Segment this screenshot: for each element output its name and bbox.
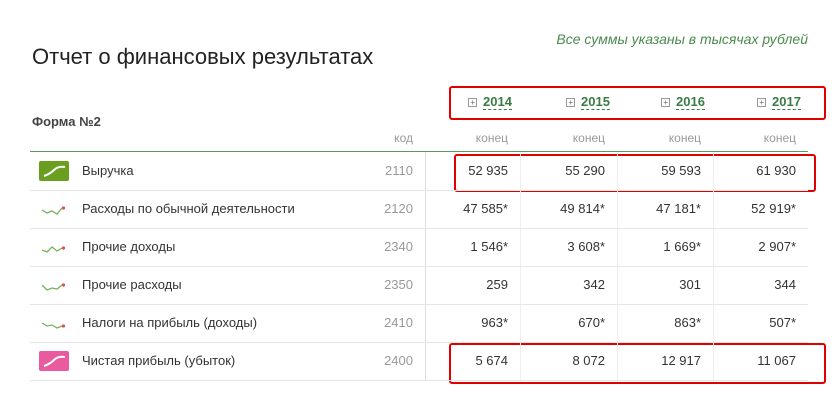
value-cell: 1 546* [470,239,508,254]
value-cell: 11 067 [757,353,796,368]
year-header[interactable]: +2014 [460,94,520,110]
period-header: конец [763,131,796,145]
row-name: Прочие доходы [82,239,176,254]
value-cell: 12 917 [661,353,701,368]
row-code: 2120 [384,201,413,216]
year-link[interactable]: 2014 [483,94,512,110]
year-link[interactable]: 2017 [772,94,801,110]
page-title: Отчет о финансовых результатах [32,44,374,69]
value-cell: 52 919* [751,201,796,216]
year-header[interactable]: +2015 [558,94,618,110]
value-cell: 52 935 [468,163,508,178]
row-icon [41,246,66,253]
value-cell: 963* [481,315,508,330]
row-icon [41,322,66,329]
row-separator [30,266,808,267]
value-cell: 301 [679,277,701,292]
period-header: конец [668,131,701,145]
value-cell: 49 814* [560,201,605,216]
row-separator [30,304,808,305]
value-cell: 670* [578,315,605,330]
row-separator [30,342,808,343]
row-name: Налоги на прибыль (доходы) [82,315,258,330]
expand-icon[interactable]: + [468,98,478,107]
value-cell: 259 [486,277,508,292]
expand-icon[interactable]: + [757,98,767,107]
row-code: 2350 [384,277,413,292]
row-code: 2410 [384,315,413,330]
row-name: Прочие расходы [82,277,182,292]
highlight-box [449,343,826,384]
row-icon [39,351,69,371]
value-cell: 3 608* [567,239,605,254]
row-icon [41,206,66,215]
value-cell: 1 669* [663,239,701,254]
highlight-box [449,86,826,120]
row-separator [30,380,808,381]
value-cell: 5 674 [475,353,508,368]
year-link[interactable]: 2015 [581,94,610,110]
year-header[interactable]: +2016 [653,94,713,110]
period-header: конец [572,131,605,145]
value-cell: 2 907* [758,239,796,254]
row-separator [30,190,808,191]
code-header: код [394,131,413,145]
value-cell: 863* [674,315,701,330]
header-rule [30,151,808,152]
highlight-box [454,154,816,192]
row-name: Чистая прибыль (убыток) [82,353,236,368]
value-cell: 342 [583,277,605,292]
expand-icon[interactable]: + [661,98,671,107]
expand-icon[interactable]: + [566,98,576,107]
value-cell: 61 930 [756,163,796,178]
row-code: 2340 [384,239,413,254]
row-icon [41,283,66,291]
row-separator [30,228,808,229]
value-cell: 507* [769,315,796,330]
value-cell: 47 181* [656,201,701,216]
value-cell: 55 290 [565,163,605,178]
value-cell: 344 [774,277,796,292]
value-cell: 59 593 [661,163,701,178]
row-name: Расходы по обычной деятельности [82,201,295,216]
period-header: конец [475,131,508,145]
form-label: Форма №2 [32,114,101,129]
units-note: Все суммы указаны в тысячах рублей [556,31,808,47]
row-name: Выручка [82,163,134,178]
year-link[interactable]: 2016 [676,94,705,110]
row-code: 2400 [384,353,413,368]
row-icon [39,161,69,181]
value-cell: 8 072 [572,353,605,368]
year-header[interactable]: +2017 [749,94,809,110]
value-cell: 47 585* [463,201,508,216]
row-code: 2110 [385,163,413,178]
